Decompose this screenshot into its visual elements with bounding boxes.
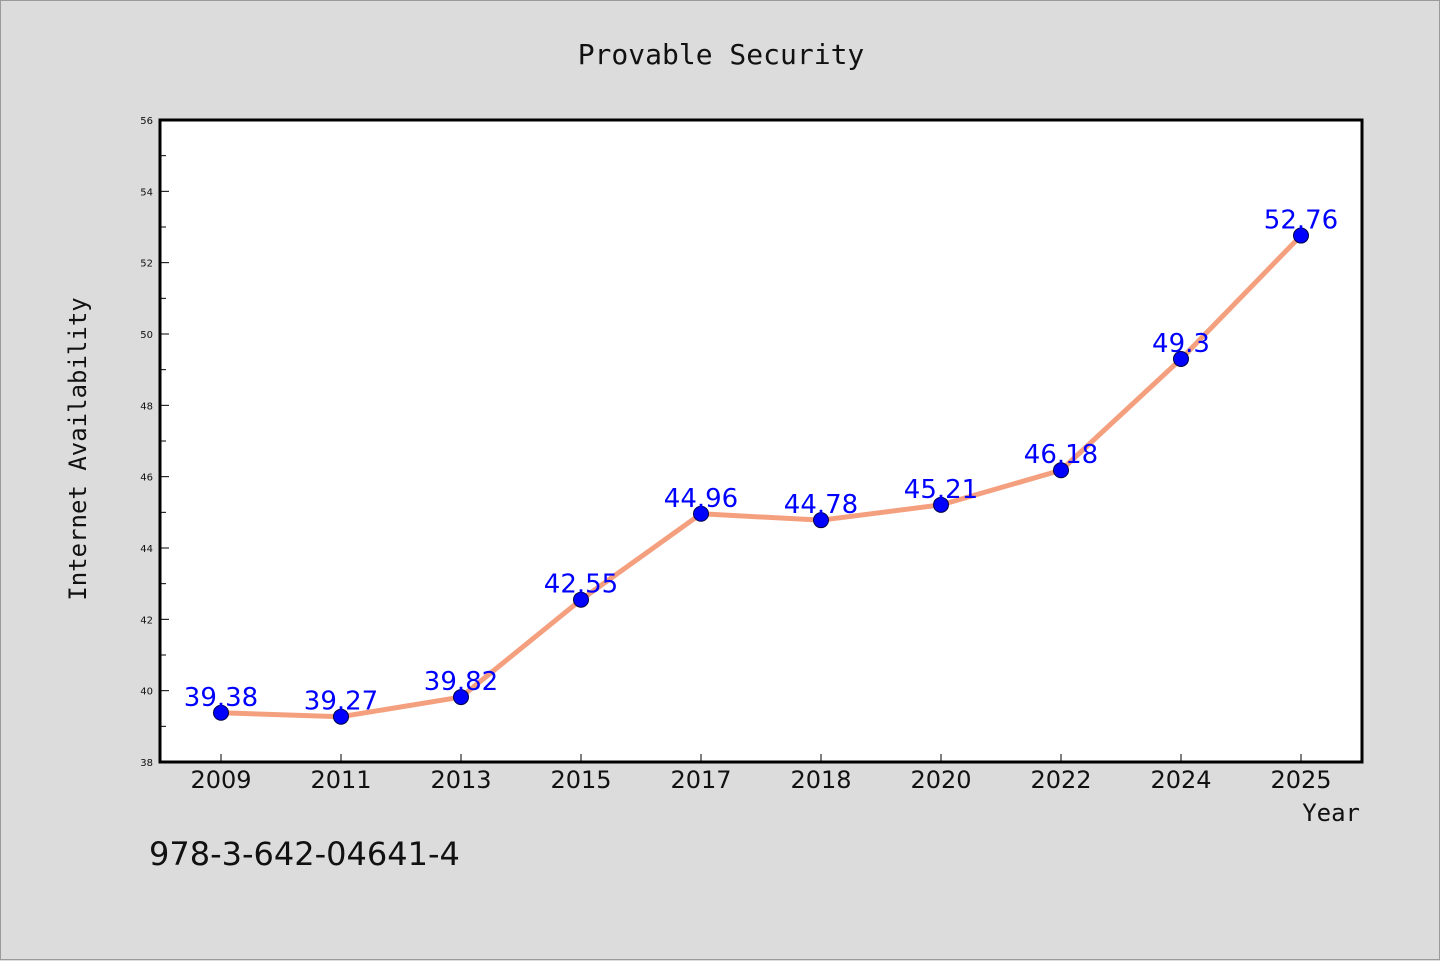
data-point — [933, 496, 949, 513]
x-tick-label: 2025 — [1270, 766, 1331, 794]
x-tick-label: 2018 — [790, 766, 851, 794]
y-tick-label: 40 — [140, 687, 153, 698]
data-point — [813, 512, 829, 529]
y-tick-label: 54 — [140, 187, 153, 198]
series-markers — [213, 227, 1309, 725]
x-tick-label: 2009 — [190, 766, 251, 794]
y-axis-label: Internet Availability — [64, 297, 92, 600]
x-axis: 2009 2011 2013 2015 2017 2018 2020 2022 2024 2025 — [190, 754, 1332, 794]
y-tick-label: 48 — [140, 401, 153, 412]
data-point — [1053, 462, 1069, 479]
data-point — [213, 704, 229, 721]
data-label: 42.55 — [544, 570, 618, 600]
x-tick-label: 2011 — [310, 766, 371, 794]
data-point — [453, 689, 469, 706]
y-tick-label: 46 — [140, 473, 153, 484]
x-tick-label: 2024 — [1150, 766, 1211, 794]
data-point — [1293, 227, 1309, 244]
data-labels: 39.38 39.27 39.82 42.55 44.96 44.78 45.21 46.18… — [184, 206, 1338, 717]
isbn-label: 978-3-642-04641-4 — [149, 835, 460, 873]
y-tick-label: 38 — [140, 758, 153, 769]
y-axis: 38 40 42 44 46 48 50 52 54 56 — [140, 116, 169, 769]
data-point — [333, 708, 349, 725]
data-point — [1173, 350, 1189, 367]
y-tick-label: 56 — [140, 116, 153, 127]
plot-area — [158, 118, 1364, 764]
x-tick-label: 2017 — [670, 766, 731, 794]
data-label: 46.18 — [1024, 440, 1098, 470]
chart-title: Provable Security — [578, 38, 865, 71]
y-tick-label: 44 — [140, 544, 153, 555]
x-tick-label: 2015 — [550, 766, 611, 794]
data-label: 39.27 — [304, 687, 378, 717]
data-label: 39.82 — [424, 667, 498, 697]
x-axis-label: Year — [1302, 799, 1360, 827]
series-line — [218, 233, 1304, 720]
x-tick-label: 2013 — [430, 766, 491, 794]
data-label: 45.21 — [904, 475, 978, 505]
data-label: 44.96 — [664, 484, 738, 514]
y-tick-label: 52 — [140, 259, 153, 270]
data-label: 52.76 — [1264, 206, 1338, 236]
x-tick-label: 2020 — [910, 766, 971, 794]
y-tick-label: 42 — [140, 615, 153, 626]
data-label: 39.38 — [184, 683, 258, 713]
data-point — [573, 591, 589, 608]
data-label: 44.78 — [784, 490, 858, 520]
y-tick-label: 50 — [140, 330, 153, 341]
data-label: 49.3 — [1152, 329, 1210, 359]
x-tick-label: 2022 — [1030, 766, 1091, 794]
data-point — [693, 505, 709, 522]
